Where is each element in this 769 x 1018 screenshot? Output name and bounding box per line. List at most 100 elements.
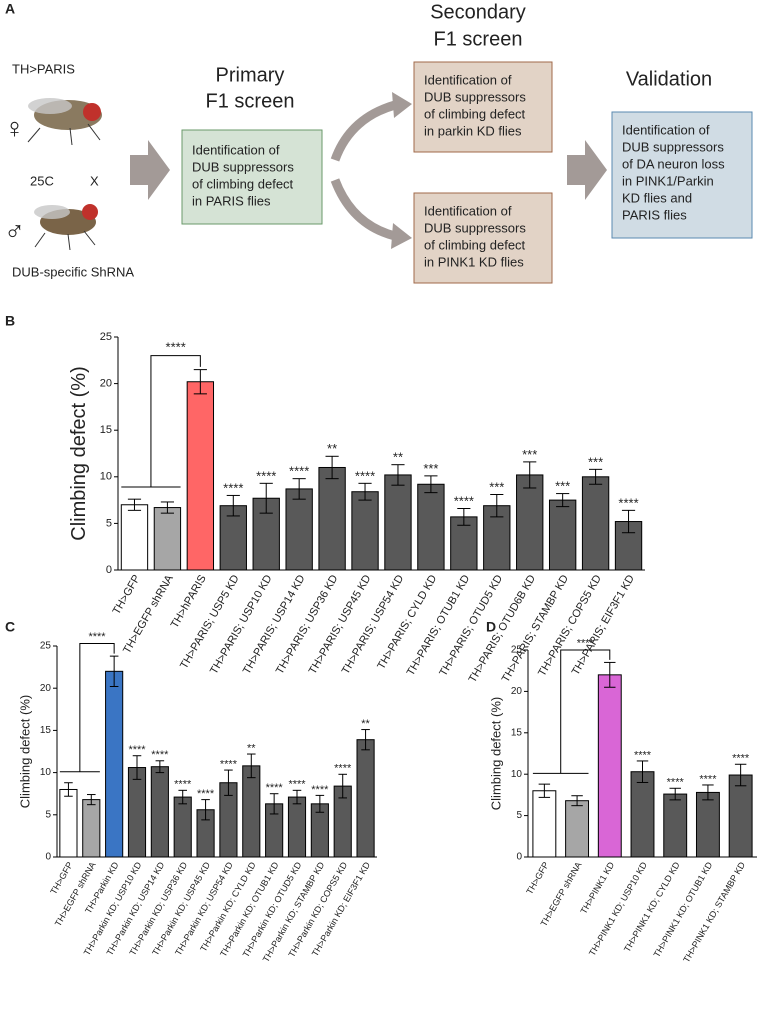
box-text: PARIS flies xyxy=(622,207,687,222)
bar xyxy=(120,504,149,571)
significance: **** xyxy=(618,495,638,510)
heading: Validation xyxy=(626,68,712,90)
bar xyxy=(548,499,577,571)
x-tick-label: TH>PINK1 KD xyxy=(578,860,616,916)
y-axis-label: Climbing defect (%) xyxy=(488,697,503,810)
bracket-label: **** xyxy=(88,631,106,643)
box-text: of climbing defect xyxy=(424,106,526,121)
bracket-label: **** xyxy=(577,637,595,649)
bar xyxy=(516,474,544,571)
significance: **** xyxy=(289,464,309,479)
significance: **** xyxy=(151,749,169,761)
cross: X xyxy=(90,173,99,188)
y-tick-label: 5 xyxy=(45,809,51,820)
x-tick-label: TH>PINK1 KD; USP10 KD xyxy=(587,860,649,958)
box-text: of climbing defect xyxy=(192,176,294,191)
bar xyxy=(532,790,557,858)
box-text: DUB suppressors xyxy=(424,220,526,235)
panel-label: C xyxy=(5,619,15,635)
y-axis-label: Climbing defect (%) xyxy=(68,366,90,541)
arrow xyxy=(392,92,412,118)
significance: **** xyxy=(288,779,306,791)
y-tick-label: 20 xyxy=(100,378,112,390)
bar xyxy=(728,774,753,858)
fly-female xyxy=(27,98,102,146)
heading: Secondary xyxy=(430,1,526,23)
sex-symbol: ♀ xyxy=(4,112,25,143)
significance: *** xyxy=(522,447,537,462)
y-tick-label: 20 xyxy=(511,686,523,697)
x-tick-label: TH>GFP xyxy=(524,860,551,896)
bar xyxy=(695,791,720,858)
bar xyxy=(630,771,655,858)
bracket xyxy=(560,649,611,774)
box-text: of DA neuron loss xyxy=(622,156,725,171)
bar xyxy=(287,796,307,858)
significance: **** xyxy=(311,784,329,796)
significance: **** xyxy=(256,468,276,483)
bar xyxy=(59,788,78,858)
y-tick-label: 20 xyxy=(40,683,52,694)
y-tick-label: 10 xyxy=(100,471,112,483)
box-text: Identification of xyxy=(424,203,512,218)
arrow xyxy=(130,140,170,200)
significance: **** xyxy=(128,744,146,756)
y-tick-label: 15 xyxy=(40,725,52,736)
bar xyxy=(356,739,375,858)
bar xyxy=(417,483,445,571)
arrow xyxy=(567,140,607,200)
panel-label: B xyxy=(5,313,15,329)
significance: **** xyxy=(220,758,238,770)
bar xyxy=(186,381,215,571)
significance: ** xyxy=(327,441,337,456)
temperature: 25C xyxy=(30,173,54,188)
bar xyxy=(318,466,346,571)
bar xyxy=(127,767,147,858)
fly-label: DUB-specific ShRNA xyxy=(12,264,134,279)
significance: **** xyxy=(174,779,192,791)
x-tick-label: TH>PARIS; USP5 KD xyxy=(178,573,242,671)
y-tick-label: 5 xyxy=(106,517,112,529)
arrow xyxy=(330,178,397,241)
x-tick-label: TH>PARIS; USP54 KD xyxy=(340,573,407,677)
significance: **** xyxy=(266,782,284,794)
x-tick-label: TH>PARIS; USP36 KD xyxy=(274,573,341,677)
fly-male xyxy=(34,204,98,251)
x-tick-label: TH>PARIS; USP45 KD xyxy=(307,573,374,677)
validation-box xyxy=(611,111,753,239)
box-text: of climbing defect xyxy=(424,237,526,252)
panel-label: D xyxy=(486,619,496,635)
arrow xyxy=(391,223,412,249)
x-tick-label: TH>PINK1 KD; CYLD KD xyxy=(622,860,682,954)
x-tick-label: TH>PARIS; EIF3F1 KD xyxy=(570,573,637,678)
heading: F1 screen xyxy=(434,28,523,50)
bar xyxy=(351,491,379,571)
bar xyxy=(153,507,182,571)
significance: *** xyxy=(423,461,438,476)
y-tick-label: 10 xyxy=(511,769,523,780)
significance: ** xyxy=(247,742,256,754)
bracket-label: **** xyxy=(166,339,186,354)
box-text: DUB suppressors xyxy=(192,159,294,174)
y-tick-label: 15 xyxy=(511,727,523,738)
significance: *** xyxy=(588,454,603,469)
y-tick-label: 25 xyxy=(40,641,52,652)
bar xyxy=(597,674,622,858)
bar xyxy=(173,796,192,858)
significance: **** xyxy=(667,777,685,789)
bracket xyxy=(150,355,201,488)
panel-label: A xyxy=(5,1,15,17)
primary-box xyxy=(181,129,323,225)
box-text: Identification of xyxy=(424,72,512,87)
y-tick-label: 0 xyxy=(516,852,522,863)
significance: **** xyxy=(699,773,717,785)
bar xyxy=(384,474,412,571)
bar xyxy=(82,799,101,858)
sex-symbol: ♂ xyxy=(4,214,25,245)
secondary-box xyxy=(413,192,553,284)
y-tick-label: 0 xyxy=(106,564,112,576)
x-tick-label: TH>PARIS; OTUB1 KD xyxy=(405,573,473,678)
box-text: KD flies and xyxy=(622,190,692,205)
significance: **** xyxy=(454,493,474,508)
significance: ** xyxy=(393,450,403,465)
